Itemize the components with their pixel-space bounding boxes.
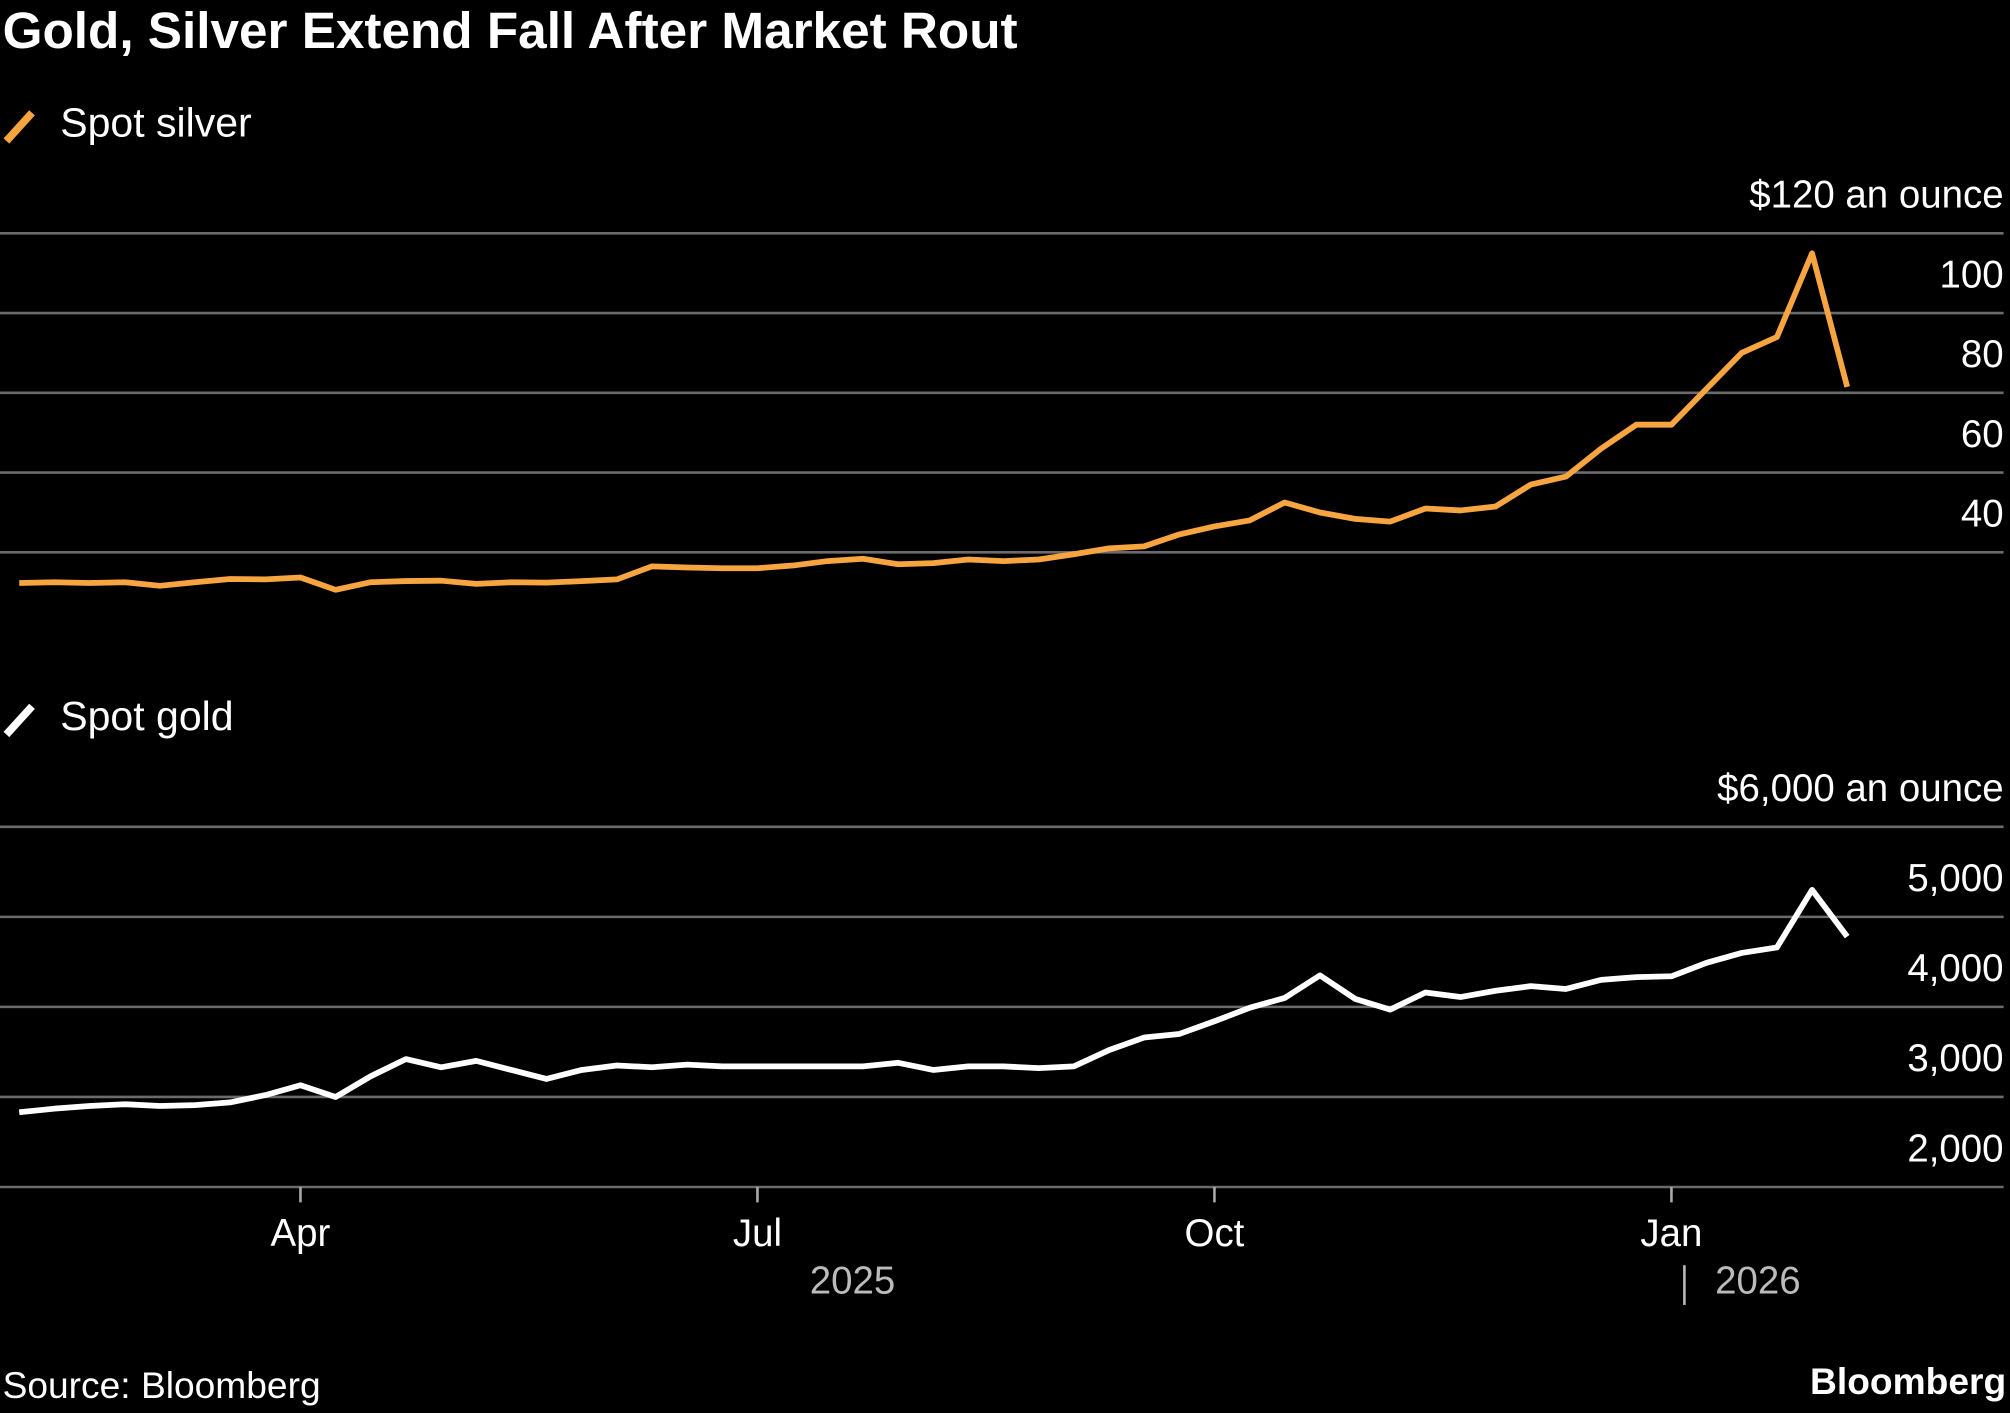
y-tick-label: 80 — [1961, 333, 2004, 376]
y-tick-label: 4,000 — [1907, 947, 2003, 990]
legend-label: Spot silver — [60, 99, 251, 145]
year-label: 2025 — [810, 1259, 896, 1302]
y-tick-label: 100 — [1939, 253, 2003, 296]
y-tick-label: 3,000 — [1907, 1037, 2003, 1080]
x-tick-label: Apr — [271, 1212, 331, 1255]
source: Source: Bloomberg — [3, 1364, 321, 1406]
legend-icon — [3, 110, 35, 144]
y-tick-label: $120 an ounce — [1749, 174, 2003, 217]
y-tick-label: 5,000 — [1907, 857, 2003, 900]
x-tick-label: Jul — [733, 1212, 782, 1255]
y-tick-label: $6,000 an ounce — [1717, 767, 2003, 810]
brand: Bloomberg — [1810, 1360, 2006, 1402]
legend-label: Spot gold — [60, 693, 233, 739]
line — [18, 886, 1850, 1116]
legend-icon — [3, 703, 35, 738]
y-tick-label: 40 — [1961, 493, 2004, 536]
line — [19, 250, 1850, 593]
x-tick-label: Jan — [1640, 1212, 1702, 1255]
y-tick-label: 2,000 — [1907, 1127, 2003, 1170]
y-tick-label: 60 — [1961, 413, 2004, 456]
chart-title: Gold, Silver Extend Fall After Market Ro… — [3, 2, 1018, 59]
year-label: 2026 — [1715, 1259, 1801, 1302]
x-tick-label: Oct — [1185, 1212, 1245, 1255]
